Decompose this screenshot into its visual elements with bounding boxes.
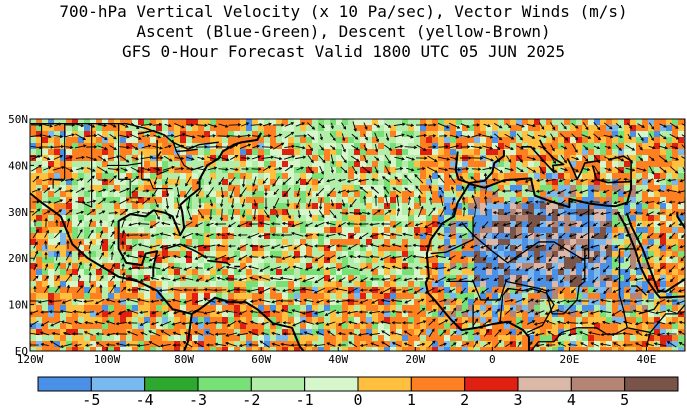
lat-label: 20N — [8, 252, 28, 265]
lat-label: 30N — [8, 206, 28, 219]
legend-swatch — [251, 377, 304, 391]
legend-label: -4 — [136, 391, 154, 407]
legend-label: -2 — [242, 391, 260, 407]
legend-swatch — [91, 377, 144, 391]
legend-swatch — [465, 377, 518, 391]
legend-swatch — [571, 377, 624, 391]
legend-swatch — [411, 377, 464, 391]
lat-label: 50N — [8, 113, 28, 126]
legend-swatch — [305, 377, 358, 391]
legend-swatch — [38, 377, 91, 391]
lon-label: 100W — [94, 353, 121, 366]
legend-swatch — [625, 377, 678, 391]
lon-label: 40E — [637, 353, 657, 366]
lon-label: 60W — [251, 353, 271, 366]
title-line-2: Ascent (Blue-Green), Descent (yellow-Bro… — [0, 22, 687, 42]
legend-label: 3 — [513, 391, 522, 407]
lon-label: 0 — [489, 353, 496, 366]
lat-label: 10N — [8, 299, 28, 312]
title-line-3: GFS 0-Hour Forecast Valid 1800 UTC 05 JU… — [0, 42, 687, 62]
legend-bar: -5 -4 -3 -2 -1 0 1 2 3 4 5 — [0, 372, 687, 407]
legend-label: 5 — [620, 391, 629, 407]
lon-label: 20E — [559, 353, 579, 366]
legend-label: 4 — [567, 391, 576, 407]
lon-label: 80W — [174, 353, 194, 366]
legend-label: 1 — [407, 391, 416, 407]
legend-label: -1 — [296, 391, 314, 407]
legend-label: 0 — [353, 391, 362, 407]
legend-swatch — [145, 377, 198, 391]
color-legend: -5 -4 -3 -2 -1 0 1 2 3 4 5 — [0, 372, 687, 407]
legend-swatch — [518, 377, 571, 391]
title-line-1: 700-hPa Vertical Velocity (x 10 Pa/sec),… — [0, 2, 687, 22]
lon-label: 120W — [17, 353, 44, 366]
legend-label: -3 — [189, 391, 207, 407]
legend-label: 2 — [460, 391, 469, 407]
lon-label: 20W — [405, 353, 425, 366]
lon-label: 40W — [328, 353, 348, 366]
legend-swatch — [358, 377, 411, 391]
legend-label: -5 — [82, 391, 100, 407]
lat-label: 40N — [8, 159, 28, 172]
legend-swatch — [198, 377, 251, 391]
